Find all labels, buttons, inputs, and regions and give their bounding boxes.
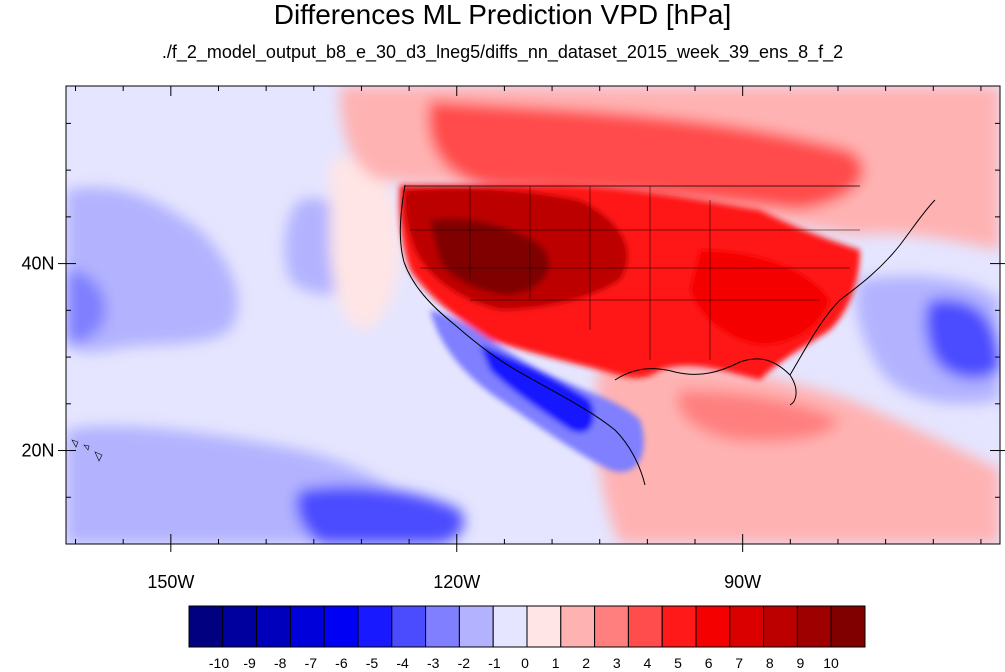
lat-tick-label: 40N	[21, 254, 54, 274]
lat-tick-label: 20N	[21, 441, 54, 461]
colorbar-box	[492, 605, 528, 648]
coastline-gulf	[614, 358, 797, 406]
colorbar-label: -1	[488, 655, 501, 671]
colorbar-label: -10	[209, 655, 229, 671]
coastline-atlantic	[789, 199, 936, 376]
colorbar-box	[594, 605, 629, 648]
colorbar-label: -7	[305, 655, 318, 671]
colorbar-box	[222, 605, 258, 648]
colorbar-label: -3	[427, 655, 440, 671]
colorbar-label: -4	[396, 655, 409, 671]
colorbar-label: -9	[243, 655, 256, 671]
colorbar-label: -2	[458, 655, 471, 671]
colorbar-box	[188, 605, 224, 648]
colorbar-box	[425, 605, 460, 648]
colorbar-box	[323, 605, 359, 648]
map-ticks: 150W 120W 90W 40N 20N	[21, 86, 1005, 592]
region-western-us-core	[430, 218, 549, 295]
region-mexico-deep	[480, 345, 594, 433]
colorbar: -10 -9 -8 -7 -6 -5 -4 -3 -2 -1 0 1 2 3 4 5 6 7 8 9 10	[188, 605, 866, 671]
colorbar-label: 4	[644, 655, 652, 671]
colorbar-label: 2	[582, 655, 590, 671]
map-subtitle: ./f_2_model_output_b8_e_30_d3_lneg5/diff…	[161, 42, 844, 62]
colorbar-label: 1	[552, 655, 560, 671]
state-borders	[410, 186, 860, 360]
region-pacific-west-blue	[66, 187, 239, 352]
colorbar-box	[763, 605, 798, 648]
colorbar-box	[391, 605, 427, 648]
colorbar-label: 10	[823, 655, 839, 671]
colorbar-box	[526, 605, 562, 648]
colorbar-label: 3	[613, 655, 621, 671]
colorbar-label: 0	[521, 655, 529, 671]
colorbar-label: 9	[797, 655, 805, 671]
region-canada-core	[428, 100, 864, 210]
colorbar-box	[627, 605, 663, 648]
coastline-pacific	[399, 184, 646, 486]
lon-tick-label: 150W	[147, 572, 194, 592]
map-title: Differences ML Prediction VPD [hPa]	[273, 0, 732, 30]
colorbar-label: 8	[766, 655, 774, 671]
region-pacific-west-deep	[66, 270, 106, 343]
region-gulf-core	[677, 390, 840, 442]
colorbar-box	[458, 605, 494, 648]
lon-tick-label: 90W	[724, 572, 761, 592]
colorbar-label: -8	[274, 655, 287, 671]
map-frame	[65, 85, 1001, 545]
hawaii-islands	[71, 439, 103, 462]
lon-tick-label: 120W	[433, 572, 480, 592]
colorbar-label: -5	[366, 655, 379, 671]
colorbar-label: 6	[705, 655, 713, 671]
colorbar-box	[796, 605, 832, 648]
region-atlantic-deep	[925, 299, 1000, 379]
colorbar-box	[289, 605, 325, 648]
region-coastal-pink	[330, 158, 400, 330]
region-eastern-us	[690, 250, 830, 345]
colorbar-box	[661, 605, 697, 648]
region-pacific-south-deep	[296, 486, 464, 544]
colorbar-box	[729, 605, 765, 648]
map-field	[66, 86, 1000, 544]
colorbar-label: 5	[674, 655, 682, 671]
colorbar-box	[256, 605, 291, 648]
colorbar-label: -6	[335, 655, 348, 671]
colorbar-box	[357, 605, 393, 648]
colorbar-box	[695, 605, 731, 648]
colorbar-label: 7	[735, 655, 743, 671]
colorbar-box	[830, 605, 866, 648]
colorbar-box	[560, 605, 596, 648]
